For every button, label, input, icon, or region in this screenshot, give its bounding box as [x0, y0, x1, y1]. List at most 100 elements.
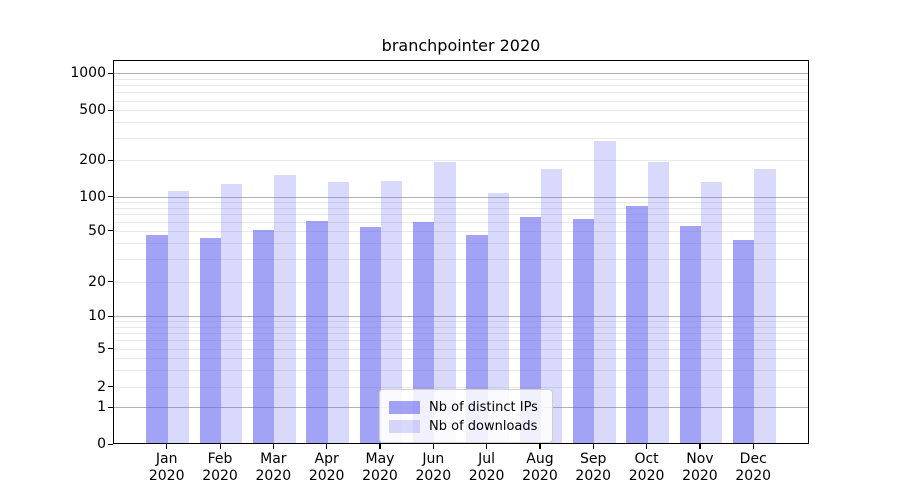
bar-distinct-ips-sep: [572, 219, 595, 443]
x-tick-mark: [699, 444, 701, 449]
x-axis-tick-label: May 2020: [348, 451, 412, 485]
gridline-minor: [114, 110, 808, 112]
x-tick-month: Dec: [739, 451, 767, 467]
x-tick-mark: [326, 444, 328, 449]
gridline-minor: [114, 78, 808, 80]
gridline-minor: [114, 138, 808, 140]
x-tick-year: 2020: [202, 468, 238, 484]
gridline-minor: [114, 357, 808, 359]
gridline-minor: [114, 320, 808, 322]
y-axis-tick-label: 2: [97, 378, 106, 395]
bar-distinct-ips-mar: [253, 229, 275, 443]
plot-area: [113, 60, 809, 444]
x-axis-tick-label: Nov 2020: [668, 451, 732, 485]
x-tick-mark: [592, 444, 594, 449]
bar-downloads-aug: [540, 169, 563, 443]
y-axis-tick-label: 200: [79, 152, 106, 169]
x-tick-year: 2020: [362, 468, 398, 484]
y-axis-tick-label: 1000: [70, 65, 106, 82]
bar-distinct-ips-oct: [626, 205, 648, 443]
bar-distinct-ips-nov: [679, 226, 701, 443]
gridline-minor: [114, 221, 808, 223]
gridline-minor: [114, 326, 808, 328]
bar-distinct-ips-may: [359, 226, 381, 443]
legend-swatch: [389, 400, 420, 414]
x-axis-tick-label: Aug 2020: [508, 451, 572, 485]
gridline-minor: [114, 340, 808, 342]
bar-distinct-ips-feb: [199, 237, 222, 443]
x-tick-mark: [486, 444, 488, 449]
bar-distinct-ips-apr: [306, 220, 328, 443]
x-axis-tick-label: Mar 2020: [241, 451, 305, 485]
x-tick-mark: [539, 444, 541, 449]
x-tick-mark: [646, 444, 648, 449]
x-tick-month: Aug: [526, 451, 554, 467]
y-tick-mark: [108, 406, 113, 408]
gridline-minor: [114, 92, 808, 94]
bar-downloads-mar: [274, 175, 296, 443]
bar-downloads-jan: [167, 190, 189, 443]
y-tick-mark: [108, 386, 113, 388]
y-tick-mark: [108, 315, 113, 317]
x-tick-month: Sep: [580, 451, 607, 467]
y-axis-tick-label: 50: [88, 222, 106, 239]
chart-title: branchpointer 2020: [381, 36, 541, 55]
y-tick-mark: [108, 281, 113, 283]
y-tick-mark: [108, 196, 113, 198]
legend-item-label: Nb of distinct IPs: [429, 399, 538, 415]
x-tick-year: 2020: [255, 468, 292, 484]
legend-item: Nb of distinct IPs: [389, 398, 542, 416]
bar-downloads-may: [380, 180, 403, 443]
y-tick-mark: [108, 443, 113, 445]
bar-downloads-sep: [594, 140, 616, 443]
gridline-minor: [114, 122, 808, 124]
y-axis-tick-label: 20: [88, 273, 106, 290]
y-axis-tick-label: 10: [88, 308, 106, 324]
x-tick-month: Mar: [260, 451, 287, 467]
x-tick-year: 2020: [468, 468, 505, 484]
x-tick-year: 2020: [415, 468, 452, 484]
y-axis-tick-label: 100: [79, 188, 106, 205]
x-axis-tick-label: Sep 2020: [561, 451, 625, 485]
bar-downloads-nov: [700, 181, 723, 443]
bar-distinct-ips-aug: [519, 217, 541, 443]
legend-item: Nb of downloads: [389, 417, 542, 435]
gridline-minor: [114, 348, 808, 350]
x-axis-tick-label: Jun 2020: [401, 451, 465, 485]
x-tick-year: 2020: [682, 468, 718, 484]
y-tick-mark: [108, 230, 113, 232]
x-tick-month: Jun: [422, 451, 445, 467]
x-tick-year: 2020: [308, 468, 345, 484]
y-axis-tick-label: 5: [97, 340, 106, 357]
y-tick-mark: [108, 348, 113, 350]
gridline-minor: [114, 201, 808, 203]
legend-swatch: [389, 419, 420, 433]
x-tick-year: 2020: [575, 468, 612, 484]
x-tick-year: 2020: [735, 468, 772, 484]
gridline-minor: [114, 85, 808, 87]
gridline-minor: [114, 100, 808, 102]
x-tick-year: 2020: [628, 468, 665, 484]
legend-item-label: Nb of downloads: [429, 418, 538, 434]
x-tick-mark: [379, 444, 381, 449]
x-axis-tick-label: Dec 2020: [721, 451, 785, 485]
y-axis-tick-label: 0: [97, 436, 106, 452]
x-tick-month: Feb: [207, 451, 233, 467]
x-axis-tick-label: Jul 2020: [455, 451, 519, 485]
x-tick-month: Oct: [634, 451, 659, 467]
bar-downloads-apr: [327, 182, 349, 443]
x-axis-tick-label: Oct 2020: [615, 451, 679, 485]
x-tick-mark: [272, 444, 275, 449]
x-tick-month: May: [365, 451, 395, 467]
y-axis-tick-label: 1: [97, 399, 106, 416]
y-axis-tick-label: 500: [79, 102, 106, 119]
x-tick-year: 2020: [522, 468, 558, 484]
gridline-minor: [114, 369, 808, 371]
bar-downloads-oct: [647, 161, 669, 443]
bar-distinct-ips-jan: [146, 235, 168, 443]
gridline-minor: [114, 281, 808, 283]
gridline-major: [114, 196, 808, 198]
x-tick-month: Nov: [686, 451, 714, 467]
bar-downloads-jun: [434, 161, 456, 443]
